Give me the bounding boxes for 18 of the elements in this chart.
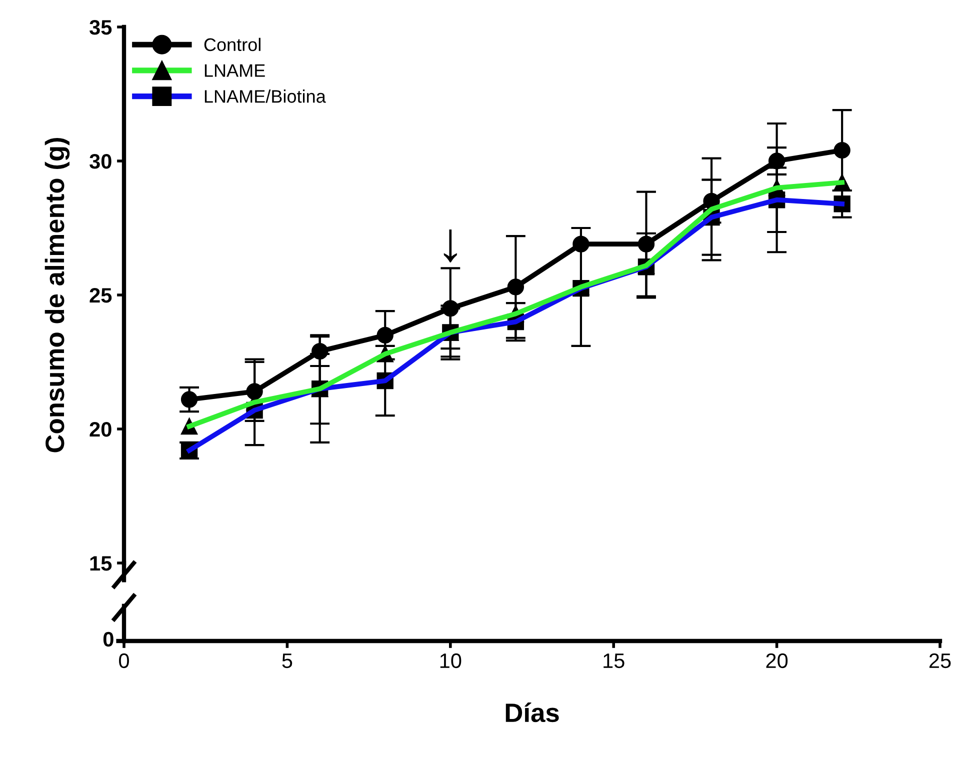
y-tick-label: 20 <box>90 422 112 437</box>
y-tick-label: 35 <box>90 20 112 35</box>
legend-label: Control <box>204 38 260 52</box>
y-tick-label: 25 <box>90 288 112 303</box>
legend-label: LNAME/Biotina <box>204 90 326 103</box>
x-tick-label: 25 <box>929 653 951 668</box>
x-axis-title: Días <box>506 702 559 722</box>
x-tick-label: 20 <box>766 653 788 668</box>
y-axis-title: Consumo de alimento (g) <box>44 138 70 452</box>
x-tick-label: 10 <box>440 653 462 668</box>
x-tick-label: 5 <box>282 654 292 668</box>
y-tick-label: 15 <box>90 556 112 571</box>
y-tick-label: 30 <box>90 154 112 169</box>
x-tick-label: 15 <box>604 654 624 668</box>
text: 0 <box>103 632 114 647</box>
annotation: ↓ <box>444 230 457 262</box>
x-tick-label: 0 <box>119 653 129 668</box>
legend-label: LNAME <box>204 64 265 77</box>
